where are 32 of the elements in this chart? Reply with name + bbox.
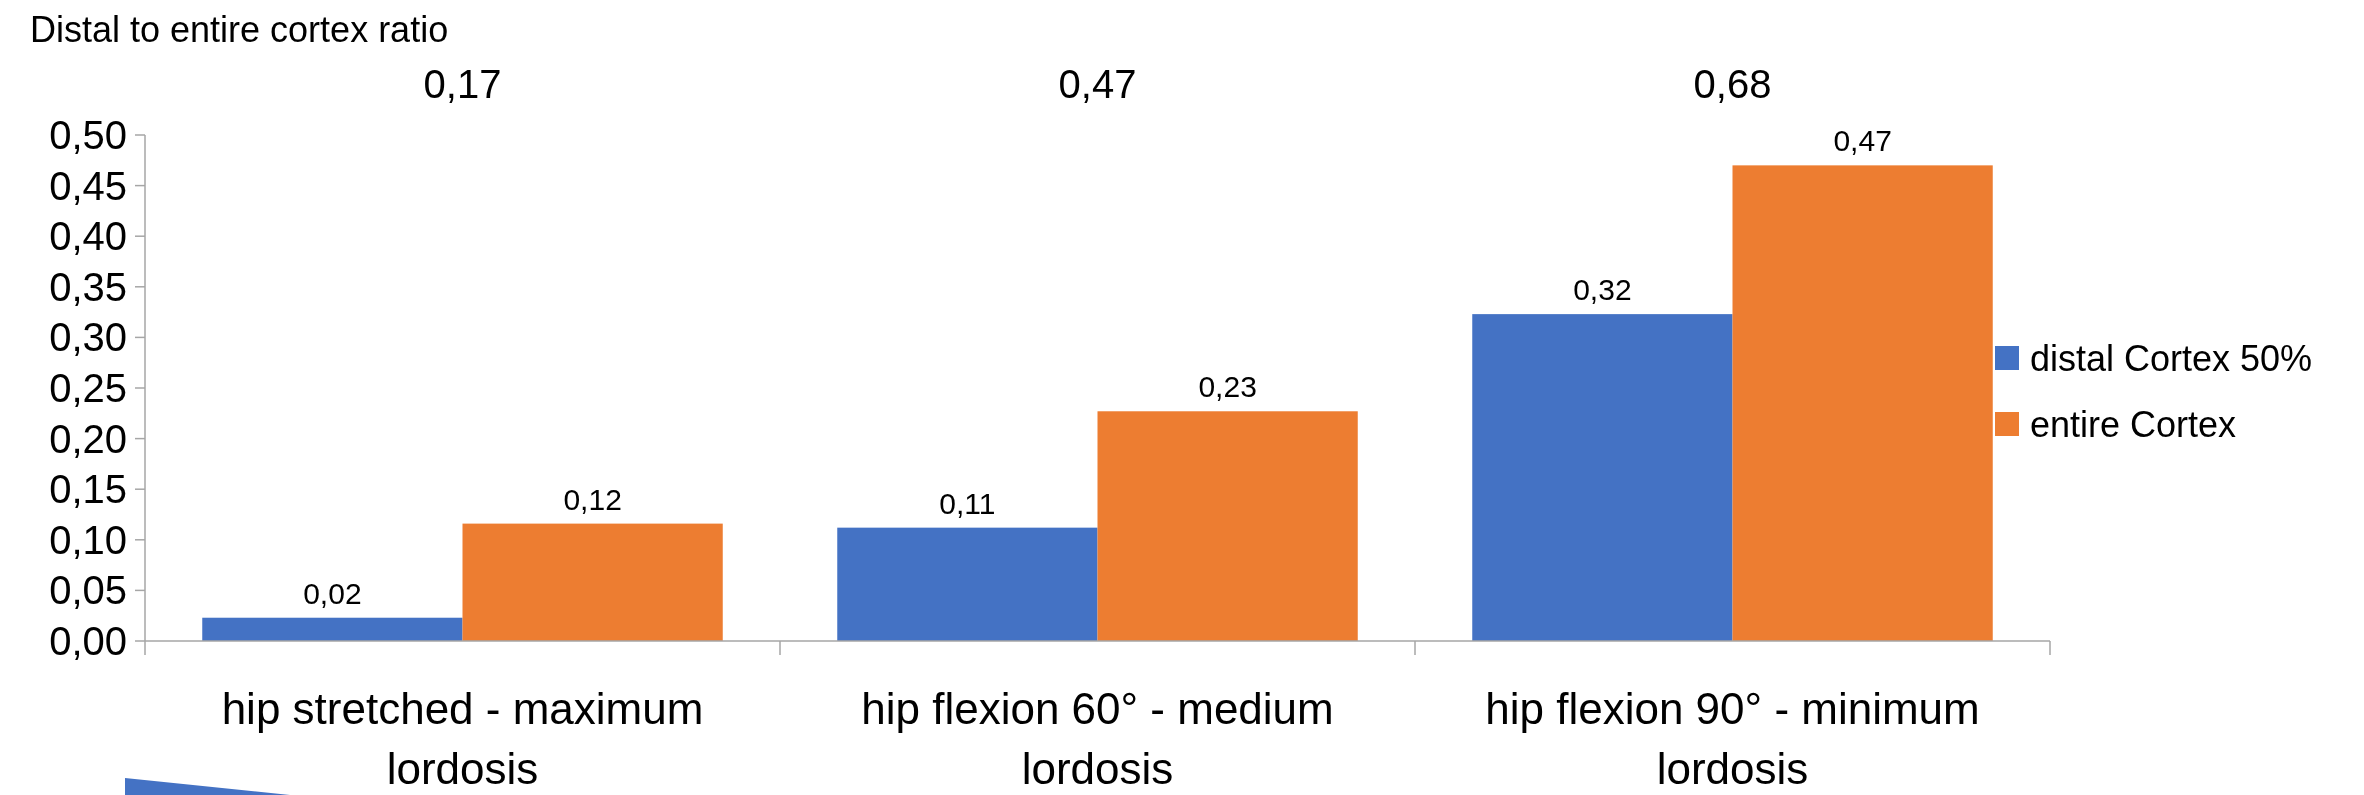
y-tick-label: 0,20: [49, 416, 127, 461]
x-tick-label: hip flexion 90° - minimum lordosis: [1485, 684, 1980, 793]
data-label: 0,11: [939, 486, 996, 520]
bar: [1732, 165, 1993, 641]
legend-label: distal Cortex 50%: [2030, 337, 2313, 379]
y-tick-label: 0,10: [49, 517, 127, 562]
y-tick-label: 0,00: [49, 619, 127, 663]
data-label: 0,23: [1198, 370, 1257, 404]
y-tick-label: 0,45: [49, 163, 127, 208]
bar: [837, 527, 1098, 641]
y-tick-label: 0,50: [49, 113, 127, 157]
x-tick-label: hip stretched - maximum lordosis: [221, 684, 704, 793]
legend-label: entire Cortex: [2030, 403, 2237, 445]
text: 0,17: [423, 62, 502, 106]
y-tick-label: 0,35: [49, 264, 127, 309]
y-tick-label: 0,05: [49, 568, 127, 613]
bar: [1472, 314, 1733, 641]
y-tick-label: 0,15: [49, 467, 127, 512]
bar: [1097, 411, 1358, 641]
text: 0,68: [1693, 62, 1772, 106]
x-tick-label: hip flexion 60° - medium lordosis: [861, 684, 1334, 793]
data-label: 0,47: [1833, 124, 1892, 158]
y-tick-label: 0,25: [49, 366, 127, 410]
data-label: 0,32: [1573, 273, 1632, 307]
y-tick-label: 0,40: [49, 214, 127, 259]
chart-title: Distal to entire cortex ratio: [30, 9, 449, 50]
bar: [462, 523, 723, 641]
data-label: 0,12: [563, 482, 622, 516]
bar: [202, 617, 463, 641]
text: 0,47: [1058, 62, 1137, 106]
y-tick-label: 0,30: [49, 315, 127, 360]
data-label: 0,02: [303, 576, 362, 610]
